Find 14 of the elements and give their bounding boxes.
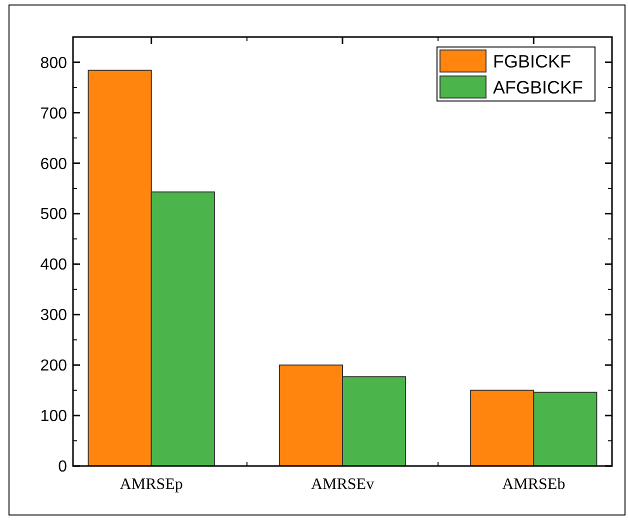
y-tick-label: 400 <box>40 256 68 274</box>
y-tick-label: 700 <box>40 105 68 122</box>
legend-label: FGBICKF <box>493 51 572 72</box>
y-tick-label: 500 <box>40 206 68 224</box>
y-tick-label: 0 <box>58 458 68 476</box>
x-tick-label: AMRSEb <box>502 476 566 493</box>
x-tick-label: AMRSEp <box>120 476 183 493</box>
y-tick-label: 800 <box>40 54 68 72</box>
y-tick-label: 600 <box>40 156 68 173</box>
y-tick-label: 100 <box>40 408 68 426</box>
y-tick-label: 300 <box>40 307 68 324</box>
x-tick-label: AMRSEv <box>310 476 374 493</box>
legend-label: AFGBICKF <box>493 77 584 98</box>
y-tick-label: 200 <box>40 358 68 375</box>
